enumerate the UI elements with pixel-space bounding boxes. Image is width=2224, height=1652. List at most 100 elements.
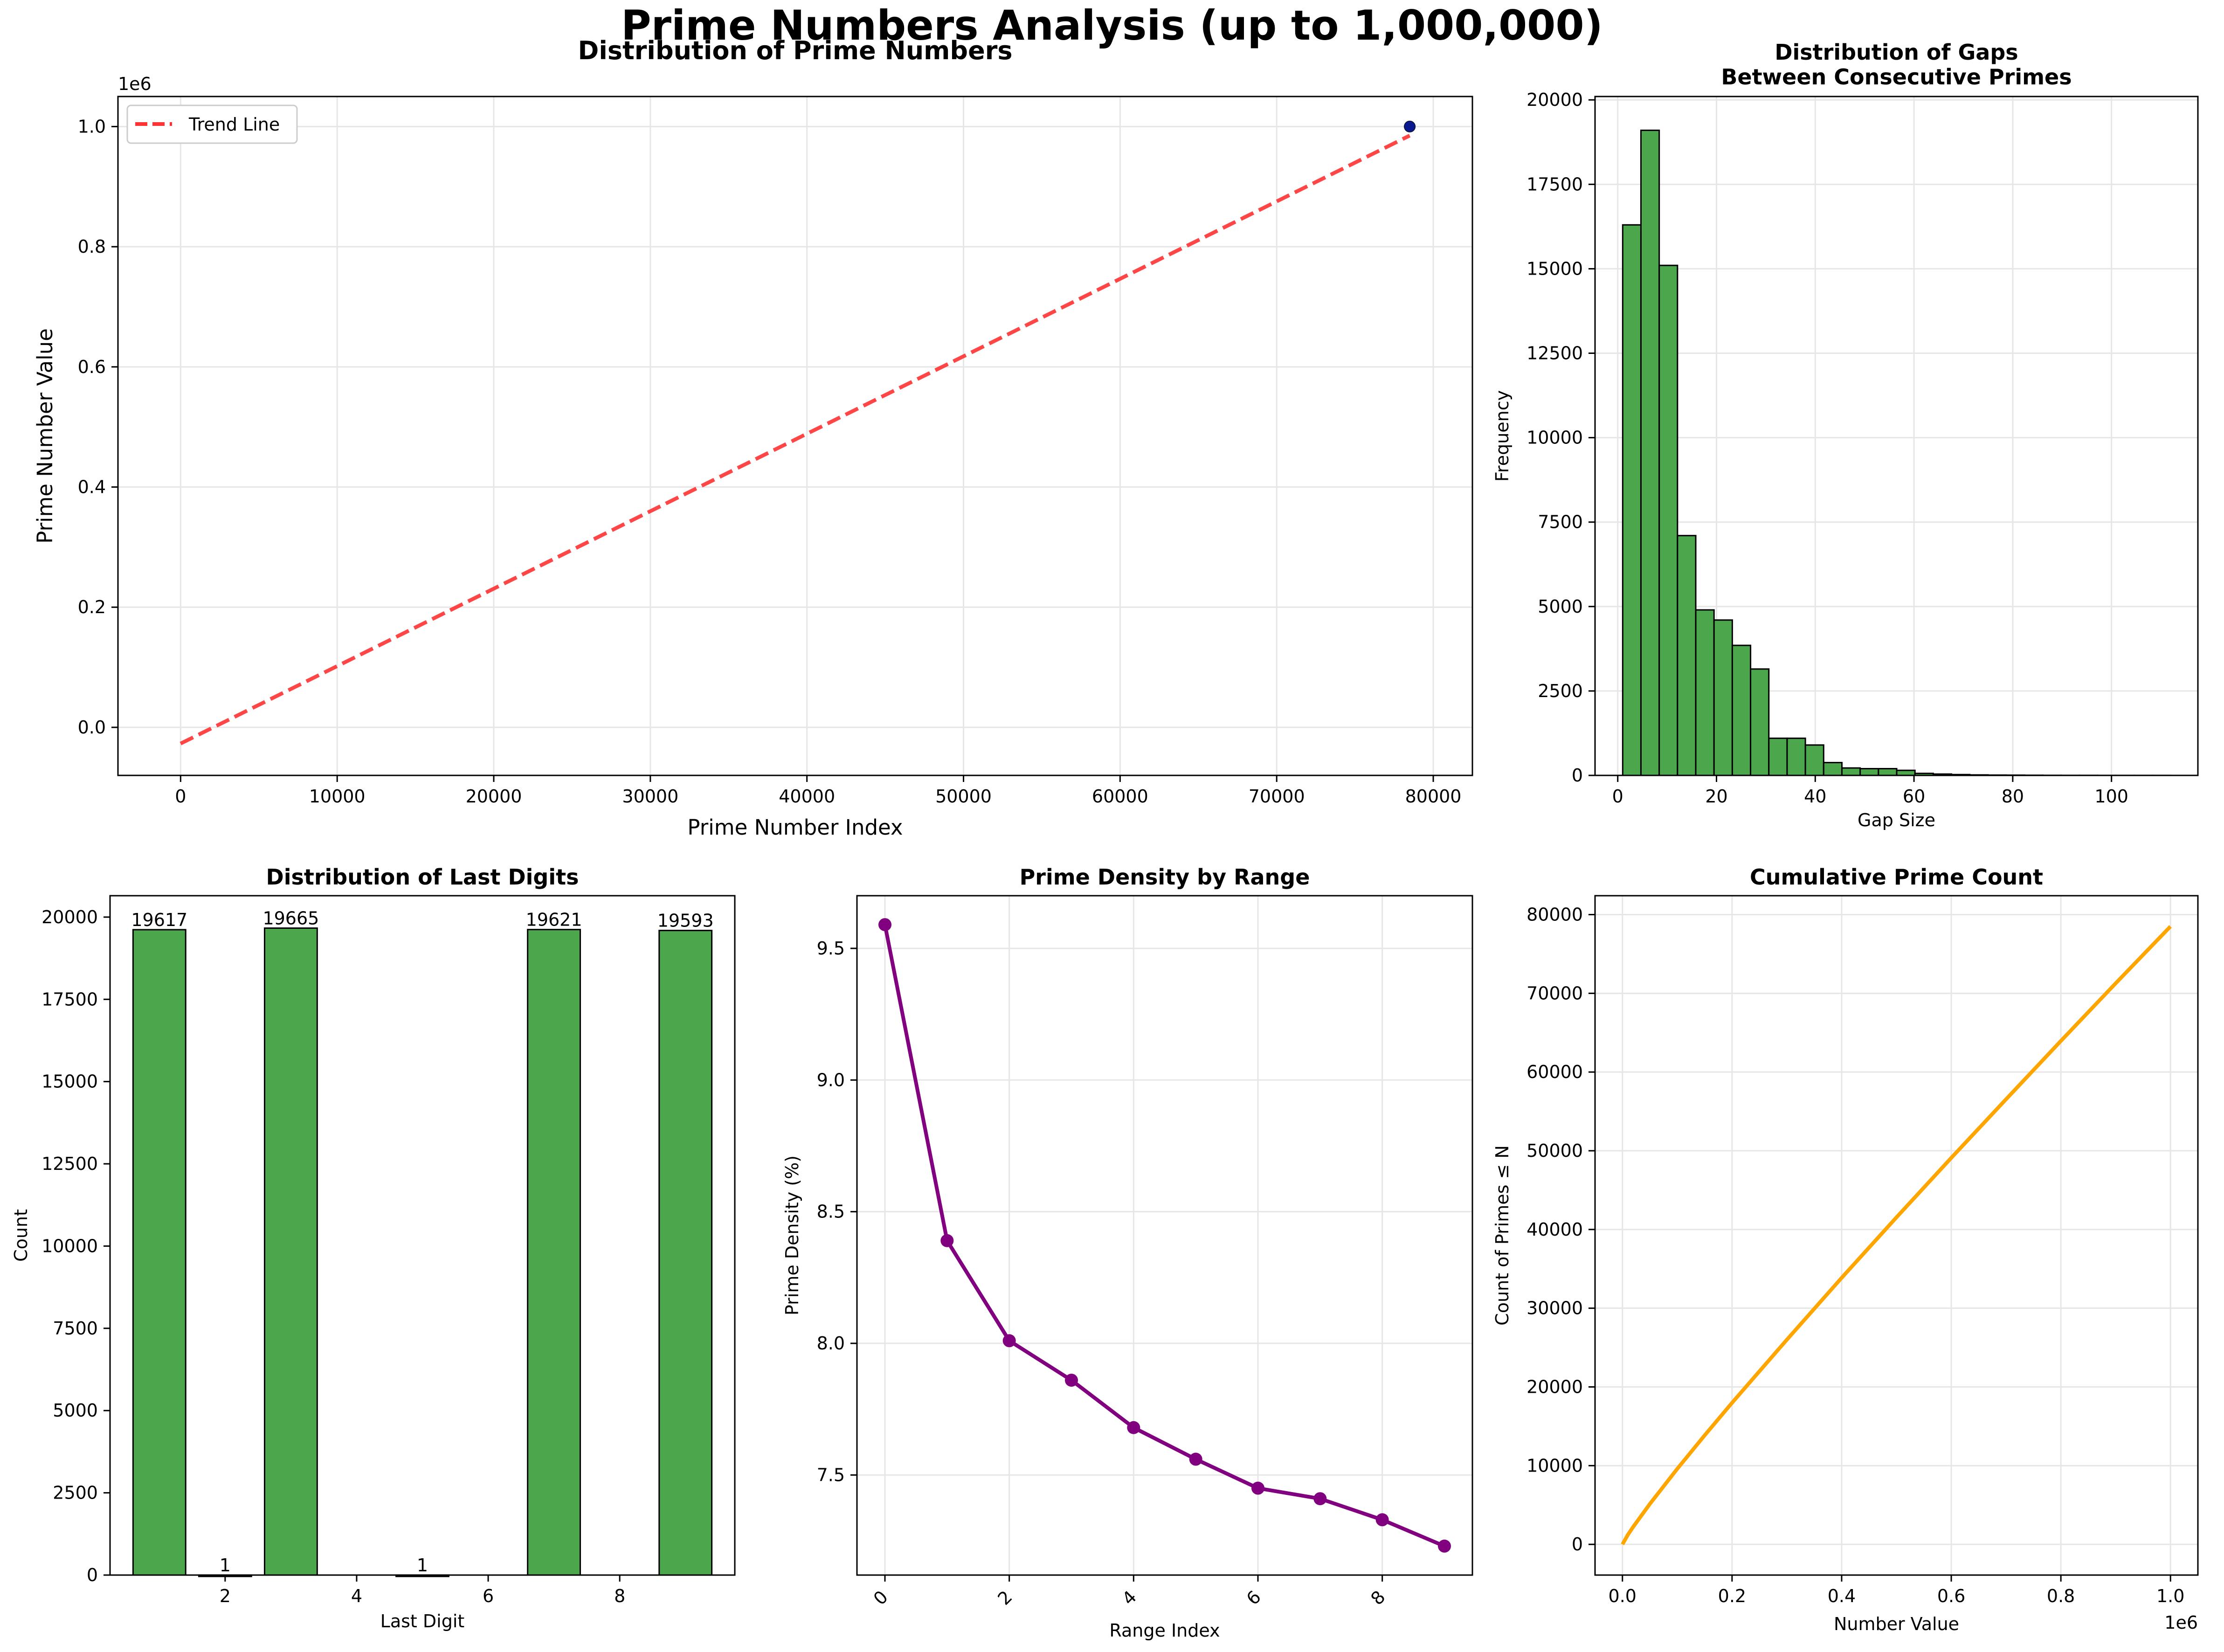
legend-frame [126,104,298,144]
x-tick-label: 4 [1118,1587,1140,1609]
x-tick-label: 20 [1705,786,1727,807]
histogram-bar [1786,737,1806,776]
y-tick-label: 8.0 [817,1333,845,1354]
y-axis-label: Prime Number Value [33,328,57,544]
y-tick-label: 20000 [1526,1376,1583,1397]
histogram-bar [1841,767,1861,776]
axes-frame [856,895,1473,1576]
density-point [1251,1481,1264,1495]
x-offset-label: 1e6 [2164,1612,2198,1633]
density-point [1375,1513,1389,1527]
y-tick-label: 5000 [53,1400,98,1421]
y-tick-label: 2500 [53,1483,98,1503]
x-tick-label: 80 [2002,786,2024,807]
y-tick-label: 12500 [1526,343,1583,364]
x-axis-label: Range Index [1109,1620,1220,1641]
bar-value-label: 19665 [262,908,319,928]
y-tick-label: 5000 [1538,596,1583,617]
density-point [1313,1492,1327,1506]
chart-title-line: Prime Density by Range [1020,864,1310,890]
trend-line [180,134,1411,746]
x-tick-label: 0.6 [1937,1586,1965,1606]
axes-overlay: 2 4 6 8 0 2500 5000 7500 10000 12500 15000 17500 200… [11,864,736,1631]
plot-content [878,918,1451,1553]
density-point [1002,1334,1016,1348]
y-tick-label: 10000 [1526,1455,1583,1476]
x-tick-label: 50000 [935,786,992,807]
y-axis-label: Count [11,1209,31,1262]
plot-content [1621,925,2172,1546]
y-tick-label: 8.5 [817,1202,845,1222]
x-tick-label: 6 [483,1586,494,1606]
y-tick-label: 30000 [1526,1298,1583,1319]
histogram-bar [1695,609,1715,776]
plot-content [1622,129,2172,776]
chart-title: Distribution of Prime Numbers [578,36,1013,65]
x-tick-label: 80000 [1405,786,1462,807]
digit-bar [658,930,713,1576]
y-tick-label: 2500 [1538,681,1583,701]
cumulative-line [1621,925,2172,1546]
chart-title: Cumulative Prime Count [1750,864,2043,890]
axes-overlay: 0 20 40 60 80 100 0 2500 5000 7500 10000 12500 15000… [1492,40,2199,830]
chart-title-line: Distribution of Prime Numbers [578,36,1013,65]
density-point [1065,1374,1078,1387]
x-tick-label: 0 [175,786,186,807]
histogram-bar [1640,129,1660,776]
x-tick-label: 6 [1243,1587,1265,1609]
density-point [940,1234,954,1247]
bar-value-label: 19621 [526,910,582,930]
y-tick-label: 0 [1572,1534,1583,1555]
x-tick-label: 0 [1612,786,1623,807]
histogram-bar [1622,224,1642,776]
y-offset-label: 1e6 [118,74,152,94]
x-tick-label: 0.4 [1828,1586,1856,1606]
chart-title: Distribution of Last Digits [266,864,579,890]
y-tick-label: 12500 [41,1154,98,1174]
y-tick-label: 15000 [41,1071,98,1092]
density-point [878,918,891,932]
y-tick-label: 0.4 [78,477,106,498]
legend-label: Trend Line [188,114,280,135]
histogram-bar [1859,768,1879,776]
y-axis-label: Count of Primes ≤ N [1492,1145,1513,1326]
y-tick-label: 15000 [1526,258,1583,279]
figure-suptitle: Prime Numbers Analysis (up to 1,000,000) [621,1,1603,49]
axes-overlay: 0.0 0.2 0.4 0.6 0.8 1.0 0 10000 20000 30000 40000 5… [1492,864,2199,1634]
y-tick-label: 7500 [1538,512,1583,532]
bar-value-label: 19617 [131,910,187,930]
x-tick-label: 0 [870,1587,892,1609]
chart-title-line: Between Consecutive Primes [1721,64,2072,90]
y-tick-label: 0.8 [78,236,106,257]
chart-title: Prime Density by Range [1020,864,1310,890]
y-tick-label: 40000 [1526,1219,1583,1240]
chart-title: Distribution of Gaps Between Consecutive … [1721,40,2072,90]
x-tick-label: 0.8 [2047,1586,2075,1606]
y-tick-label: 9.0 [817,1070,845,1090]
axes-frame [1594,96,2199,776]
histogram-bar [1823,761,1843,776]
x-tick-label: 60 [1903,786,1925,807]
y-tick-label: 10000 [1526,428,1583,448]
x-tick-label: 2 [994,1587,1016,1609]
y-tick-label: 0 [1572,765,1583,786]
x-tick-label: 70000 [1249,786,1305,807]
histogram-bar [1731,644,1752,776]
y-tick-label: 10000 [41,1236,98,1256]
y-tick-label: 20000 [1526,90,1583,110]
x-tick-label: 100 [2094,786,2128,807]
bar-value-label: 1 [417,1555,428,1576]
x-tick-label: 8 [614,1586,625,1606]
axes-frame [117,96,1473,776]
histogram-bar [1878,768,1898,776]
x-axis-label: Last Digit [380,1611,465,1631]
y-tick-label: 20000 [41,907,98,927]
y-tick-label: 50000 [1526,1141,1583,1161]
x-tick-label: 0.2 [1718,1586,1746,1606]
x-tick-label: 30000 [622,786,678,807]
x-tick-label: 0.0 [1609,1586,1637,1606]
digit-bar [527,929,581,1576]
chart-prime-distribution: 0 10000 20000 30000 40000 50000 60000 70000 8000… [33,36,1473,840]
axes-frame [1594,895,2199,1576]
x-tick-label: 8 [1367,1587,1389,1609]
